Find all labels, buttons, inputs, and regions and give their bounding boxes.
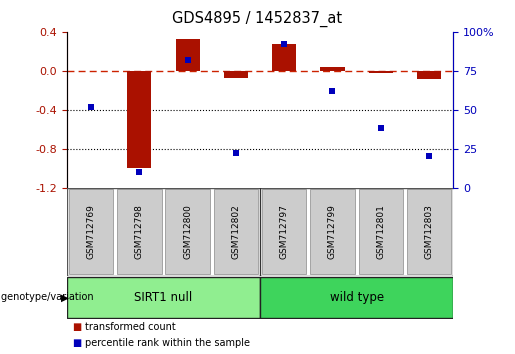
Point [87,104,95,109]
Text: GSM712769: GSM712769 [87,204,96,259]
Text: GSM712797: GSM712797 [280,204,289,259]
Text: GDS4895 / 1452837_at: GDS4895 / 1452837_at [173,11,342,27]
Text: genotype/variation: genotype/variation [1,292,97,302]
Bar [417,71,441,79]
Point [329,88,337,94]
Text: wild type: wild type [330,291,384,304]
FancyBboxPatch shape [310,189,355,274]
Text: GSM712798: GSM712798 [135,204,144,259]
Bar [176,39,200,71]
FancyBboxPatch shape [117,189,162,274]
Text: ▶: ▶ [61,292,69,302]
FancyBboxPatch shape [407,189,451,274]
FancyBboxPatch shape [358,189,403,274]
FancyBboxPatch shape [214,189,258,274]
Point [280,41,288,47]
Text: GSM712800: GSM712800 [183,204,192,259]
Text: transformed count: transformed count [85,322,176,332]
FancyBboxPatch shape [262,189,306,274]
FancyBboxPatch shape [69,189,113,274]
Text: percentile rank within the sample: percentile rank within the sample [85,338,250,348]
FancyBboxPatch shape [67,277,260,318]
Point [425,154,433,159]
Bar [127,71,151,168]
Text: GSM712802: GSM712802 [231,205,241,259]
Point [183,57,192,63]
Text: ■: ■ [72,338,81,348]
Bar [320,67,345,71]
Bar [224,71,248,78]
FancyBboxPatch shape [260,277,453,318]
Text: SIRT1 null: SIRT1 null [134,291,193,304]
Point [376,126,385,131]
Point [135,169,144,175]
Text: GSM712799: GSM712799 [328,204,337,259]
Point [232,150,240,156]
Text: GSM712801: GSM712801 [376,204,385,259]
Bar [272,44,296,71]
FancyBboxPatch shape [165,189,210,274]
Text: ■: ■ [72,322,81,332]
Text: GSM712803: GSM712803 [424,204,434,259]
Bar [369,71,393,73]
